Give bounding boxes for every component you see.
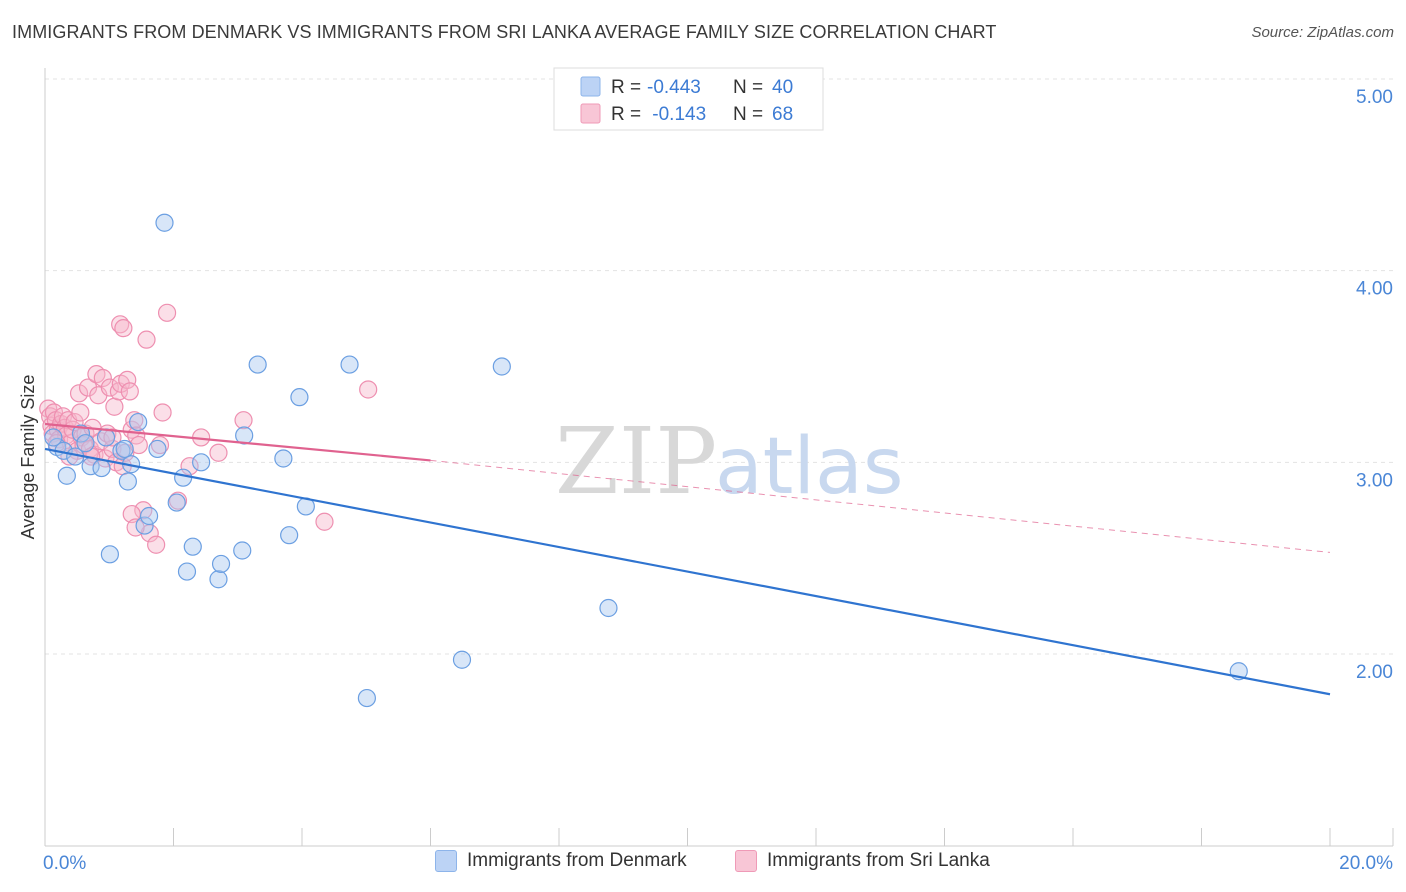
data-point-srilanka bbox=[120, 382, 139, 401]
data-point-denmark bbox=[76, 434, 95, 453]
data-point-srilanka bbox=[180, 457, 199, 476]
data-point-srilanka bbox=[234, 411, 253, 430]
legend-swatch-srilanka bbox=[580, 103, 601, 124]
data-point-denmark bbox=[357, 688, 376, 708]
y-tick-label: 2.00 bbox=[1356, 662, 1393, 683]
data-point-srilanka bbox=[100, 378, 119, 397]
legend-n-label-denmark: N = bbox=[733, 77, 763, 98]
data-point-srilanka bbox=[359, 380, 378, 399]
legend-r-value-denmark: -0.443 bbox=[647, 77, 701, 98]
trendlines bbox=[44, 422, 1331, 696]
data-point-denmark bbox=[71, 424, 91, 443]
x-tick-labels: 0.0% 20.0% bbox=[43, 853, 1393, 874]
data-point-denmark bbox=[139, 506, 159, 526]
watermark-zip: ZIP bbox=[555, 408, 717, 515]
data-point-denmark bbox=[233, 541, 252, 560]
legend-top: R = -0.443 N = 40 R = -0.143 N = 68 bbox=[553, 67, 824, 131]
data-point-srilanka bbox=[93, 368, 112, 388]
data-point-srilanka bbox=[103, 428, 122, 447]
svg-text:R =: R = bbox=[611, 77, 641, 98]
data-point-denmark bbox=[118, 472, 137, 491]
data-point-denmark bbox=[57, 466, 76, 485]
data-point-srilanka bbox=[114, 319, 133, 338]
legend-item-denmark: Immigrants from Denmark bbox=[435, 850, 687, 872]
data-point-srilanka bbox=[118, 370, 137, 390]
data-point-denmark bbox=[599, 598, 618, 618]
data-point-srilanka bbox=[315, 512, 334, 531]
legend-label-srilanka: Immigrants from Sri Lanka bbox=[767, 850, 990, 871]
data-point-srilanka bbox=[44, 403, 64, 422]
source-label: Source: ZipAtlas.com bbox=[1251, 24, 1394, 41]
data-point-denmark bbox=[192, 453, 211, 472]
data-point-denmark bbox=[248, 355, 267, 374]
trendline-srilanka-extension bbox=[430, 459, 1331, 553]
legend-item-srilanka: Immigrants from Sri Lanka bbox=[735, 850, 990, 872]
legend-r-label-denmark: R = bbox=[611, 77, 641, 98]
data-point-srilanka bbox=[71, 403, 90, 422]
data-point-denmark bbox=[129, 412, 148, 432]
legend-swatch-srilanka-bottom bbox=[735, 850, 757, 872]
legend-n-value-srilanka: 68 bbox=[772, 104, 793, 125]
data-point-srilanka bbox=[78, 378, 98, 397]
y-tick-label: 5.00 bbox=[1356, 87, 1393, 108]
legend-bottom: Immigrants from Denmark Immigrants from … bbox=[0, 850, 1406, 880]
legend-label-denmark: Immigrants from Denmark bbox=[467, 850, 687, 871]
watermark-atlas: atlas bbox=[715, 422, 904, 512]
trendline-srilanka bbox=[44, 422, 431, 462]
data-point-srilanka bbox=[137, 330, 156, 349]
data-point-denmark bbox=[167, 493, 186, 512]
data-point-denmark bbox=[148, 439, 167, 459]
data-point-denmark bbox=[155, 213, 174, 232]
data-point-srilanka bbox=[69, 384, 89, 403]
legend-n-label-srilanka: N = bbox=[733, 104, 763, 125]
data-point-denmark bbox=[183, 537, 202, 556]
data-point-srilanka bbox=[157, 303, 177, 322]
y-axis-label: Average Family Size bbox=[18, 375, 38, 540]
chart-title: IMMIGRANTS FROM DENMARK VS IMMIGRANTS FR… bbox=[12, 22, 997, 42]
data-point-denmark bbox=[274, 449, 293, 468]
data-point-denmark bbox=[280, 526, 299, 545]
y-tick-label: 4.00 bbox=[1356, 279, 1393, 300]
x-tick-label-max: 20.0% bbox=[1339, 853, 1393, 874]
data-point-denmark bbox=[340, 355, 359, 374]
data-point-denmark bbox=[174, 468, 193, 487]
x-tick-label-min: 0.0% bbox=[43, 853, 86, 874]
data-point-srilanka bbox=[153, 403, 172, 422]
legend-n-value-denmark: 40 bbox=[772, 77, 793, 98]
data-point-denmark bbox=[100, 545, 119, 564]
grid bbox=[45, 78, 1393, 655]
data-point-srilanka bbox=[147, 535, 166, 554]
legend-r-label-srilanka: R = bbox=[611, 104, 641, 125]
y-tick-labels: 2.00 3.00 4.00 5.00 bbox=[1356, 87, 1393, 683]
data-point-denmark bbox=[452, 650, 472, 669]
data-point-srilanka bbox=[129, 435, 148, 455]
series-denmark-points bbox=[44, 213, 1248, 708]
data-point-denmark bbox=[112, 441, 131, 460]
data-point-denmark bbox=[92, 458, 111, 478]
data-point-srilanka bbox=[209, 443, 228, 462]
data-point-denmark bbox=[209, 570, 228, 589]
legend-r-value-srilanka: -0.143 bbox=[647, 104, 706, 125]
trendline-denmark bbox=[44, 447, 1331, 696]
data-point-denmark bbox=[44, 428, 63, 447]
legend-swatch-denmark-bottom bbox=[435, 850, 457, 872]
data-point-srilanka bbox=[126, 518, 145, 537]
data-point-denmark bbox=[235, 426, 254, 445]
legend-swatch-denmark bbox=[580, 76, 601, 97]
axes bbox=[44, 68, 1394, 847]
data-point-denmark bbox=[115, 439, 134, 459]
y-tick-label: 3.00 bbox=[1356, 470, 1393, 491]
data-point-denmark bbox=[135, 516, 154, 535]
data-point-denmark bbox=[290, 388, 309, 407]
data-point-srilanka bbox=[105, 397, 124, 416]
data-point-denmark bbox=[211, 554, 231, 574]
data-point-denmark bbox=[177, 562, 197, 581]
data-point-denmark bbox=[96, 428, 116, 447]
data-point-denmark bbox=[492, 357, 511, 376]
